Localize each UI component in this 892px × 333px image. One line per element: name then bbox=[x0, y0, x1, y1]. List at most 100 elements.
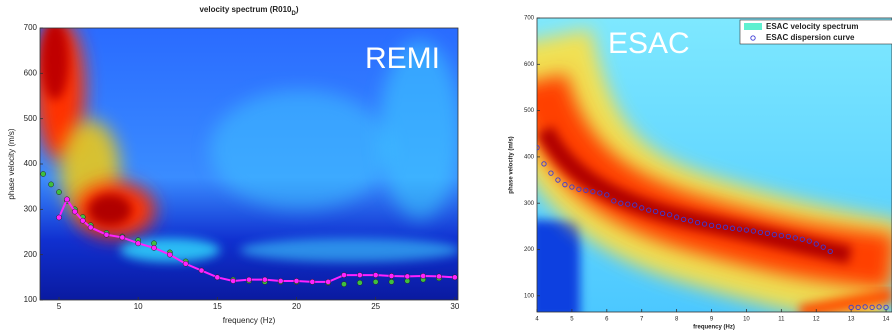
legend-label: ESAC velocity spectrum bbox=[766, 22, 858, 31]
x-tick-label: 14 bbox=[883, 317, 890, 323]
data-point bbox=[680, 216, 687, 223]
data-point bbox=[325, 279, 332, 285]
data-point bbox=[372, 272, 379, 278]
x-tick-label: 5 bbox=[570, 317, 574, 323]
data-point bbox=[64, 196, 70, 203]
y-tick-label: 200 bbox=[524, 247, 535, 253]
data-point bbox=[806, 238, 812, 244]
marks bbox=[40, 171, 458, 287]
x-tick-label: 30 bbox=[450, 302, 459, 311]
data-point bbox=[764, 230, 771, 236]
y-tick-label: 500 bbox=[24, 114, 38, 123]
y-tick-label: 100 bbox=[24, 295, 38, 304]
data-point bbox=[590, 188, 596, 195]
legend-marker bbox=[750, 35, 756, 41]
data-point bbox=[451, 274, 458, 281]
x-tick-label: 15 bbox=[213, 302, 222, 311]
y-tick-label: 200 bbox=[24, 250, 38, 259]
data-point bbox=[666, 212, 673, 218]
data-point bbox=[341, 281, 347, 287]
data-point bbox=[618, 200, 624, 206]
x-tick-label: 13 bbox=[848, 317, 855, 323]
data-point bbox=[436, 273, 442, 280]
data-point bbox=[404, 273, 411, 280]
data-point bbox=[673, 214, 680, 220]
data-point bbox=[71, 208, 78, 215]
data-point bbox=[40, 171, 47, 177]
data-point bbox=[639, 205, 645, 211]
data-point bbox=[214, 274, 221, 281]
data-point bbox=[736, 226, 743, 232]
y-tick-label: 400 bbox=[24, 159, 38, 168]
data-point bbox=[687, 218, 694, 224]
plot-frame bbox=[536, 17, 892, 313]
data-point bbox=[372, 279, 379, 285]
legend-box bbox=[739, 19, 892, 45]
x-tick-label: 12 bbox=[813, 317, 820, 323]
data-point bbox=[246, 276, 252, 283]
line bbox=[58, 197, 455, 283]
data-point bbox=[701, 221, 708, 227]
data-point bbox=[883, 304, 889, 311]
esac-spectrum bbox=[537, 18, 892, 312]
x-tick-label: 20 bbox=[292, 302, 301, 311]
data-point bbox=[420, 273, 427, 279]
data-point bbox=[848, 304, 854, 311]
x-axis-label: frequency (Hz) bbox=[693, 325, 735, 331]
x-tick-label: 5 bbox=[57, 302, 62, 311]
data-point bbox=[103, 231, 110, 238]
legend-label: ESAC dispersion curve bbox=[766, 33, 855, 42]
x-tick-label: 6 bbox=[605, 317, 609, 323]
data-point bbox=[820, 244, 826, 250]
data-point bbox=[869, 304, 875, 311]
annotation: ESAC bbox=[608, 27, 690, 60]
y-tick-label: 300 bbox=[24, 204, 38, 213]
data-point bbox=[771, 232, 778, 238]
y-tick-label: 600 bbox=[24, 68, 38, 77]
x-tick-label: 11 bbox=[778, 317, 785, 323]
data-point bbox=[792, 235, 798, 241]
remi-spectrum bbox=[40, 28, 458, 300]
data-point bbox=[119, 234, 126, 241]
data-point bbox=[625, 201, 631, 207]
data-point bbox=[182, 260, 189, 267]
data-point bbox=[537, 144, 540, 151]
data-point bbox=[48, 181, 54, 188]
data-point bbox=[757, 229, 764, 236]
data-point bbox=[632, 202, 638, 208]
data-point bbox=[876, 304, 882, 310]
data-point bbox=[356, 279, 363, 286]
data-point bbox=[341, 272, 347, 278]
data-point bbox=[562, 182, 568, 188]
data-point bbox=[151, 245, 157, 251]
data-point bbox=[750, 228, 757, 234]
data-point bbox=[604, 192, 610, 198]
title-main: velocity spectrum (R010 bbox=[199, 5, 292, 14]
x-tick-label: 9 bbox=[710, 317, 714, 323]
x-tick-label: 7 bbox=[640, 317, 644, 323]
y-tick-label: 400 bbox=[524, 154, 535, 160]
x-tick-label: 10 bbox=[134, 302, 143, 311]
data-point bbox=[813, 241, 819, 247]
data-point bbox=[166, 251, 173, 258]
chart-title: velocity spectrum (R010D) bbox=[199, 5, 298, 16]
y-tick-label: 500 bbox=[524, 108, 535, 114]
data-point bbox=[694, 219, 701, 226]
y-tick-label: 100 bbox=[524, 293, 535, 299]
x-tick-label: 10 bbox=[743, 317, 750, 323]
data-point bbox=[277, 278, 284, 284]
data-point bbox=[388, 279, 395, 285]
data-point bbox=[541, 161, 547, 167]
data-point bbox=[799, 236, 805, 242]
marks bbox=[537, 144, 889, 311]
data-point bbox=[230, 278, 237, 284]
y-tick-label: 300 bbox=[524, 201, 535, 207]
annotation: REMI bbox=[365, 42, 440, 75]
data-point bbox=[660, 210, 666, 217]
y-tick-label: 700 bbox=[24, 23, 38, 32]
data-point bbox=[79, 217, 86, 224]
data-point bbox=[646, 207, 652, 213]
data-point bbox=[56, 214, 62, 221]
data-point bbox=[198, 267, 205, 274]
